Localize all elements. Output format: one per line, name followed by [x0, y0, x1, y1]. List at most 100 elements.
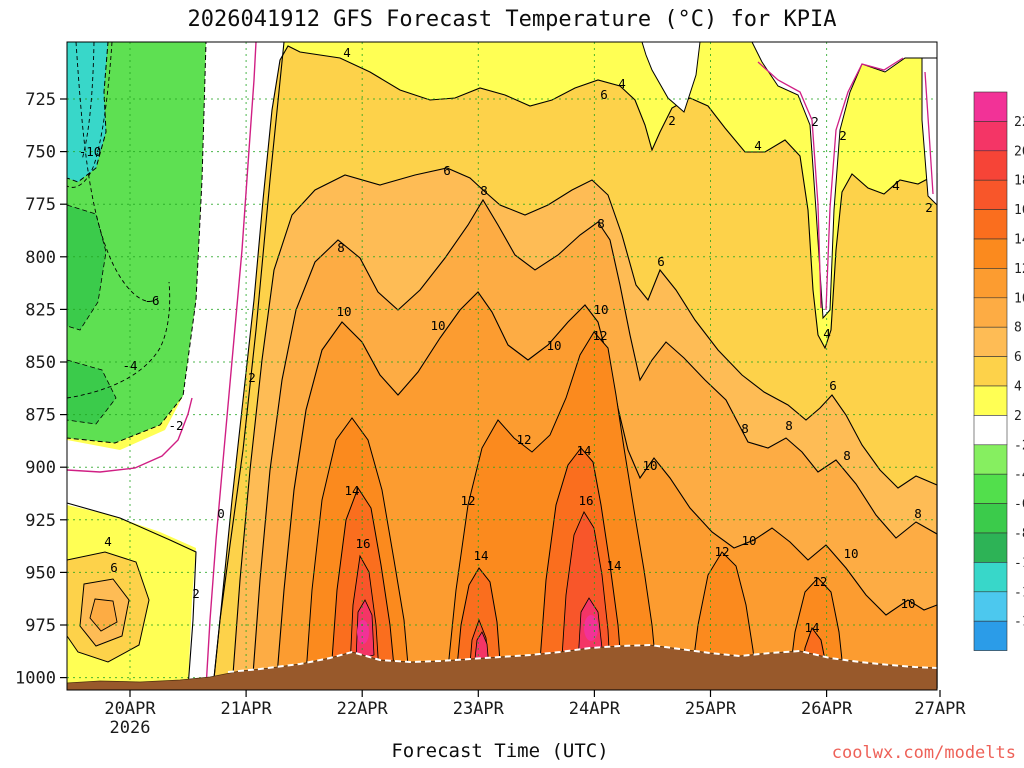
chart-title: 2026041912 GFS Forecast Temperature (°C)…: [187, 7, 836, 32]
contour-label: 10: [741, 533, 756, 548]
contour-label: 2: [925, 200, 933, 215]
x-tick-label: 27APR: [914, 699, 966, 719]
contour-label: 0: [217, 506, 225, 521]
colorbar-label: 12: [1014, 262, 1024, 277]
contour-label: 2: [811, 114, 819, 129]
contour-label: 16: [355, 536, 370, 551]
x-tick-label: 25APR: [685, 699, 737, 719]
colorbar-cell: [973, 238, 1008, 269]
colorbar-cell: [973, 326, 1008, 357]
y-tick-label: 825: [25, 300, 56, 320]
y-tick-label: 750: [25, 143, 56, 163]
colorbar-cell: [973, 503, 1008, 534]
contour-label: 12: [592, 328, 607, 343]
colorbar-label: 22: [1014, 115, 1024, 130]
colorbar-label: 4: [1014, 380, 1022, 395]
x-tick-label: 23APR: [453, 699, 505, 719]
zero-line-main: [205, 41, 257, 689]
y-tick-label: 900: [25, 458, 56, 478]
colorbar-cell: [973, 415, 1008, 446]
colorbar-cell: [973, 620, 1008, 651]
contour-label: 10: [336, 304, 351, 319]
contour-label: 8: [914, 506, 922, 521]
contour-label: 4: [343, 45, 351, 60]
colorbar-cell: [973, 121, 1008, 152]
contour-label: 16: [578, 493, 593, 508]
contour-label: 10: [593, 302, 608, 317]
contour-label: 6: [110, 560, 118, 575]
colorbar-cell: [973, 473, 1008, 504]
contour-label: 14: [344, 483, 359, 498]
plot-frame: [66, 41, 938, 691]
contour-label: 8: [480, 183, 488, 198]
colorbar-cell: [973, 356, 1008, 387]
colorbar-cell: [973, 209, 1008, 240]
colorbar-label: 16: [1014, 203, 1024, 218]
colorbar-cell: [973, 385, 1008, 416]
contour-label: -4: [122, 358, 137, 373]
colorbar-label: -12: [1014, 585, 1024, 600]
contour-label: 10: [546, 338, 561, 353]
contour-2-left-upper: [212, 41, 285, 689]
fill-cyan-patch: [66, 41, 109, 183]
colorbar-label: 10: [1014, 291, 1024, 306]
contour-label: 10: [843, 546, 858, 561]
colorbar-label: 20: [1014, 144, 1024, 159]
x-tick-label: 21APR: [221, 699, 273, 719]
fill-bl-orange-8: [89, 598, 118, 632]
contour-label: -2: [168, 418, 183, 433]
gridlines: [67, 42, 937, 690]
colorbar: 22 20 18 16 14 12 10 8 6 4 2 -2 -4 -6 -8 -10 -12 -14: [973, 91, 1024, 651]
contour-label: 6: [657, 254, 665, 269]
colorbar-label: -6: [1014, 497, 1024, 512]
colorbar-label: -10: [1014, 556, 1024, 571]
fill-green-dark-1: [66, 204, 107, 331]
x-tick-label: 22APR: [337, 699, 389, 719]
contour-label: 2: [192, 586, 200, 601]
zero-line-topright-1: [757, 61, 822, 309]
contour-label: 6: [443, 163, 451, 178]
contour-label: 14: [804, 620, 819, 635]
contour-label: 8: [843, 448, 851, 463]
y-tick-label: 775: [25, 195, 56, 215]
contour-labels: 4 6 4 2 4 2 2 4 2 6 8 8 10 8 10 6 10 12 12 10 12 14 10 14 16 14 14…: [79, 45, 933, 635]
y-tick-label: 925: [25, 511, 56, 531]
contour-neg8-dashed: [81, 41, 95, 161]
contour-label: 2: [839, 128, 847, 143]
contour-label: 4: [823, 326, 831, 341]
colorbar-label: 6: [1014, 350, 1022, 365]
contour-label: 14: [606, 558, 621, 573]
contour-label: 8: [337, 240, 345, 255]
y-tick-label: 1000: [15, 669, 56, 689]
contour-neg4-dashed: [66, 281, 171, 399]
fill-white-notch-top: [641, 41, 701, 113]
x-tick-label: 24APR: [569, 699, 621, 719]
colorbar-label: -2: [1014, 438, 1024, 453]
contour-label: 4: [104, 534, 112, 549]
y-tick-label: 975: [25, 616, 56, 636]
colorbar-cell: [973, 562, 1008, 593]
contour-label: 14: [576, 443, 591, 458]
y-tick-label: 800: [25, 248, 56, 268]
contour-label: 10: [642, 458, 657, 473]
contour-label: 10: [900, 596, 915, 611]
x-tick-label: 26APR: [801, 699, 853, 719]
zero-line-right-strip: [924, 71, 934, 195]
contour-label: 8: [785, 418, 793, 433]
year-label: 2026: [110, 718, 151, 738]
surface-trace-layer: [227, 643, 938, 673]
contour-label: 12: [714, 544, 729, 559]
contour-label: 4: [754, 138, 762, 153]
colorbar-label: 14: [1014, 233, 1024, 248]
colorbar-label: 8: [1014, 321, 1022, 336]
contour-label: 14: [473, 548, 488, 563]
contour-label: 10: [430, 318, 445, 333]
y-tick-label: 850: [25, 353, 56, 373]
colorbar-label: -8: [1014, 527, 1024, 542]
colorbar-cell: [973, 444, 1008, 475]
fill-white-top-right: [751, 41, 938, 320]
y-tick-label: 725: [25, 90, 56, 110]
contour-label: -10: [79, 144, 102, 159]
contour-label: 12: [812, 574, 827, 589]
